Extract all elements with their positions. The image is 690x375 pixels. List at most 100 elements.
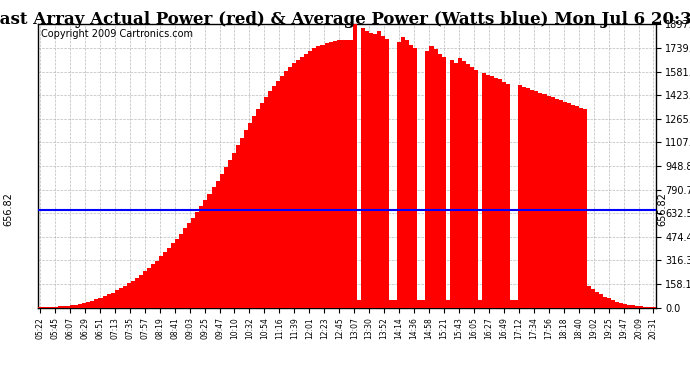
Bar	[603, 297, 607, 307]
Bar	[78, 304, 82, 307]
Bar	[587, 286, 591, 308]
Bar	[575, 106, 579, 307]
Bar	[635, 306, 640, 308]
Bar	[115, 290, 119, 308]
Bar	[542, 94, 546, 308]
Bar	[313, 48, 317, 308]
Bar	[369, 33, 373, 308]
Bar	[288, 67, 293, 308]
Bar	[571, 105, 575, 308]
Bar	[531, 90, 535, 308]
Bar	[422, 300, 426, 307]
Bar	[123, 286, 127, 308]
Bar	[155, 261, 159, 308]
Bar	[215, 181, 219, 308]
Bar	[522, 87, 526, 308]
Bar	[333, 41, 337, 308]
Bar	[405, 40, 409, 308]
Bar	[324, 43, 328, 308]
Bar	[284, 72, 288, 308]
Text: East Array Actual Power (red) & Average Power (Watts blue) Mon Jul 6 20:33: East Array Actual Power (red) & Average …	[0, 11, 690, 28]
Bar	[317, 46, 320, 308]
Bar	[401, 38, 405, 308]
Bar	[433, 50, 437, 308]
Bar	[191, 217, 195, 308]
Bar	[46, 307, 50, 308]
Bar	[212, 188, 215, 308]
Bar	[95, 299, 99, 307]
Bar	[147, 268, 151, 308]
Bar	[82, 303, 86, 307]
Bar	[538, 93, 542, 308]
Bar	[99, 298, 103, 307]
Bar	[300, 57, 304, 308]
Bar	[256, 109, 260, 307]
Bar	[184, 228, 187, 308]
Bar	[252, 116, 256, 308]
Bar	[163, 252, 167, 308]
Bar	[474, 70, 478, 308]
Bar	[591, 289, 595, 308]
Bar	[429, 46, 433, 308]
Bar	[187, 223, 191, 308]
Bar	[365, 32, 369, 308]
Bar	[611, 300, 615, 307]
Bar	[195, 212, 199, 308]
Bar	[462, 62, 466, 308]
Bar	[599, 294, 603, 307]
Bar	[502, 82, 506, 308]
Bar	[450, 60, 454, 308]
Bar	[535, 91, 538, 308]
Bar	[86, 302, 90, 307]
Bar	[204, 200, 208, 308]
Bar	[308, 51, 313, 308]
Bar	[377, 32, 381, 308]
Bar	[615, 302, 619, 307]
Bar	[393, 300, 397, 307]
Bar	[328, 42, 333, 308]
Bar	[248, 123, 252, 308]
Bar	[510, 300, 514, 307]
Bar	[583, 109, 587, 307]
Bar	[442, 57, 446, 308]
Bar	[555, 99, 559, 308]
Bar	[232, 153, 236, 308]
Bar	[437, 54, 442, 307]
Bar	[643, 307, 647, 308]
Bar	[276, 81, 280, 308]
Bar	[159, 256, 163, 307]
Bar	[199, 206, 204, 308]
Bar	[619, 303, 623, 307]
Bar	[90, 301, 95, 307]
Bar	[353, 24, 357, 307]
Bar	[139, 274, 143, 308]
Bar	[304, 54, 308, 307]
Bar	[446, 300, 450, 307]
Bar	[357, 300, 361, 307]
Bar	[171, 243, 175, 308]
Bar	[268, 91, 272, 308]
Bar	[562, 102, 566, 308]
Bar	[566, 103, 571, 308]
Bar	[348, 40, 353, 308]
Bar	[131, 280, 135, 308]
Bar	[75, 304, 78, 307]
Bar	[457, 58, 462, 308]
Bar	[62, 306, 66, 308]
Bar	[110, 292, 115, 308]
Bar	[470, 67, 474, 308]
Bar	[264, 97, 268, 308]
Bar	[293, 63, 296, 308]
Bar	[409, 45, 413, 308]
Bar	[361, 28, 365, 308]
Bar	[631, 305, 635, 308]
Bar	[482, 73, 486, 308]
Bar	[595, 292, 599, 308]
Bar	[640, 306, 643, 308]
Bar	[494, 78, 498, 308]
Bar	[236, 145, 239, 308]
Bar	[127, 284, 131, 308]
Bar	[66, 306, 70, 308]
Bar	[296, 60, 300, 308]
Bar	[607, 298, 611, 307]
